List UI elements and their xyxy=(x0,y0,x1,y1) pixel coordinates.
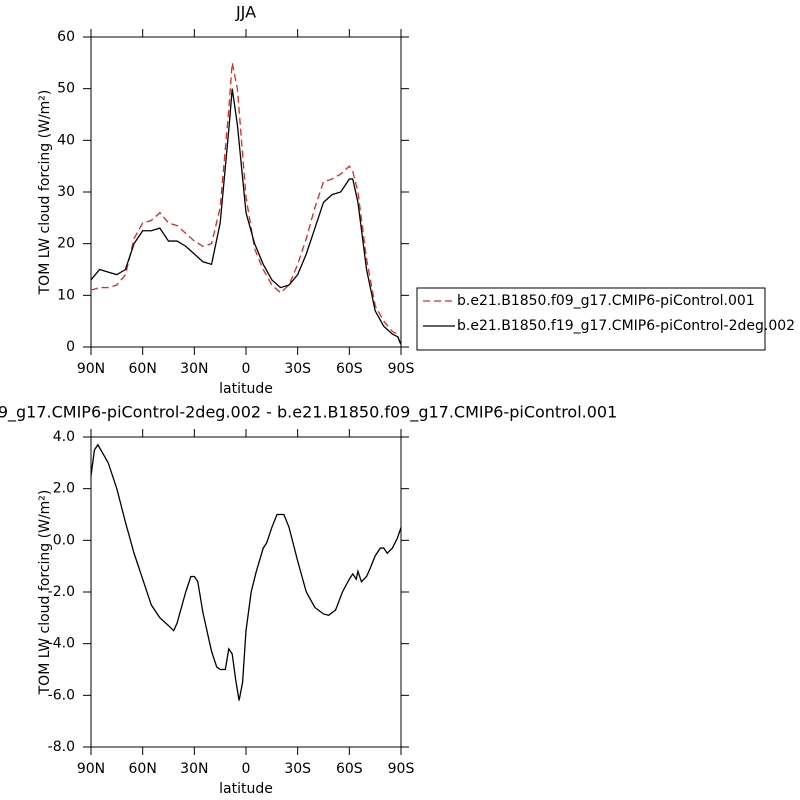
x-tick-label: 30N xyxy=(180,761,208,777)
data-line xyxy=(90,88,402,345)
y-tick-label: 60 xyxy=(57,29,75,45)
y-tick-label: 30 xyxy=(57,184,75,200)
y-tick-label: -8.0 xyxy=(48,739,75,755)
y-tick-label: 20 xyxy=(57,236,75,252)
legend-box xyxy=(416,287,766,351)
x-tick-label: 60N xyxy=(129,361,157,377)
x-tick-label: 60S xyxy=(336,761,363,777)
x-axis-label: latitude xyxy=(219,781,273,797)
x-tick-label: 90N xyxy=(77,761,105,777)
plot-frame xyxy=(90,36,402,348)
x-tick-label: 90N xyxy=(77,361,105,377)
y-tick-label: 0.0 xyxy=(53,532,75,548)
x-tick-label: 60N xyxy=(129,761,157,777)
data-line xyxy=(90,443,402,701)
legend-label: b.e21.B1850.f09_g17.CMIP6-piControl.001 xyxy=(457,293,755,309)
x-tick-label: 30S xyxy=(284,361,311,377)
x-tick-label: 30N xyxy=(180,361,208,377)
y-tick-label: 40 xyxy=(57,132,75,148)
y-tick-label: 50 xyxy=(57,81,75,97)
legend-label: b.e21.B1850.f19_g17.CMIP6-piControl-2deg… xyxy=(457,318,795,334)
x-tick-label: 0 xyxy=(242,761,251,777)
y-axis-label: TOM LW cloud forcing (W/m²) xyxy=(37,490,53,696)
y-tick-label: -4.0 xyxy=(48,636,75,652)
y-tick-label: -6.0 xyxy=(48,687,75,703)
y-axis-label: TOM LW cloud forcing (W/m²) xyxy=(37,90,53,296)
data-line xyxy=(90,62,402,348)
y-tick-label: 10 xyxy=(57,287,75,303)
plot-frame xyxy=(90,436,402,748)
y-tick-label: 2.0 xyxy=(53,481,75,497)
x-tick-label: 0 xyxy=(242,361,251,377)
x-tick-label: 90S xyxy=(388,761,415,777)
x-tick-label: 60S xyxy=(336,361,363,377)
y-tick-label: 4.0 xyxy=(53,429,75,445)
chart-title: JJA xyxy=(235,3,256,22)
x-tick-label: 90S xyxy=(388,361,415,377)
y-tick-label: -2.0 xyxy=(48,584,75,600)
chart-title: b.e21.B1850.f19_g17.CMIP6-piControl-2deg… xyxy=(0,403,617,423)
x-axis-label: latitude xyxy=(219,381,273,397)
x-tick-label: 30S xyxy=(284,761,311,777)
y-tick-label: 0 xyxy=(66,339,75,355)
